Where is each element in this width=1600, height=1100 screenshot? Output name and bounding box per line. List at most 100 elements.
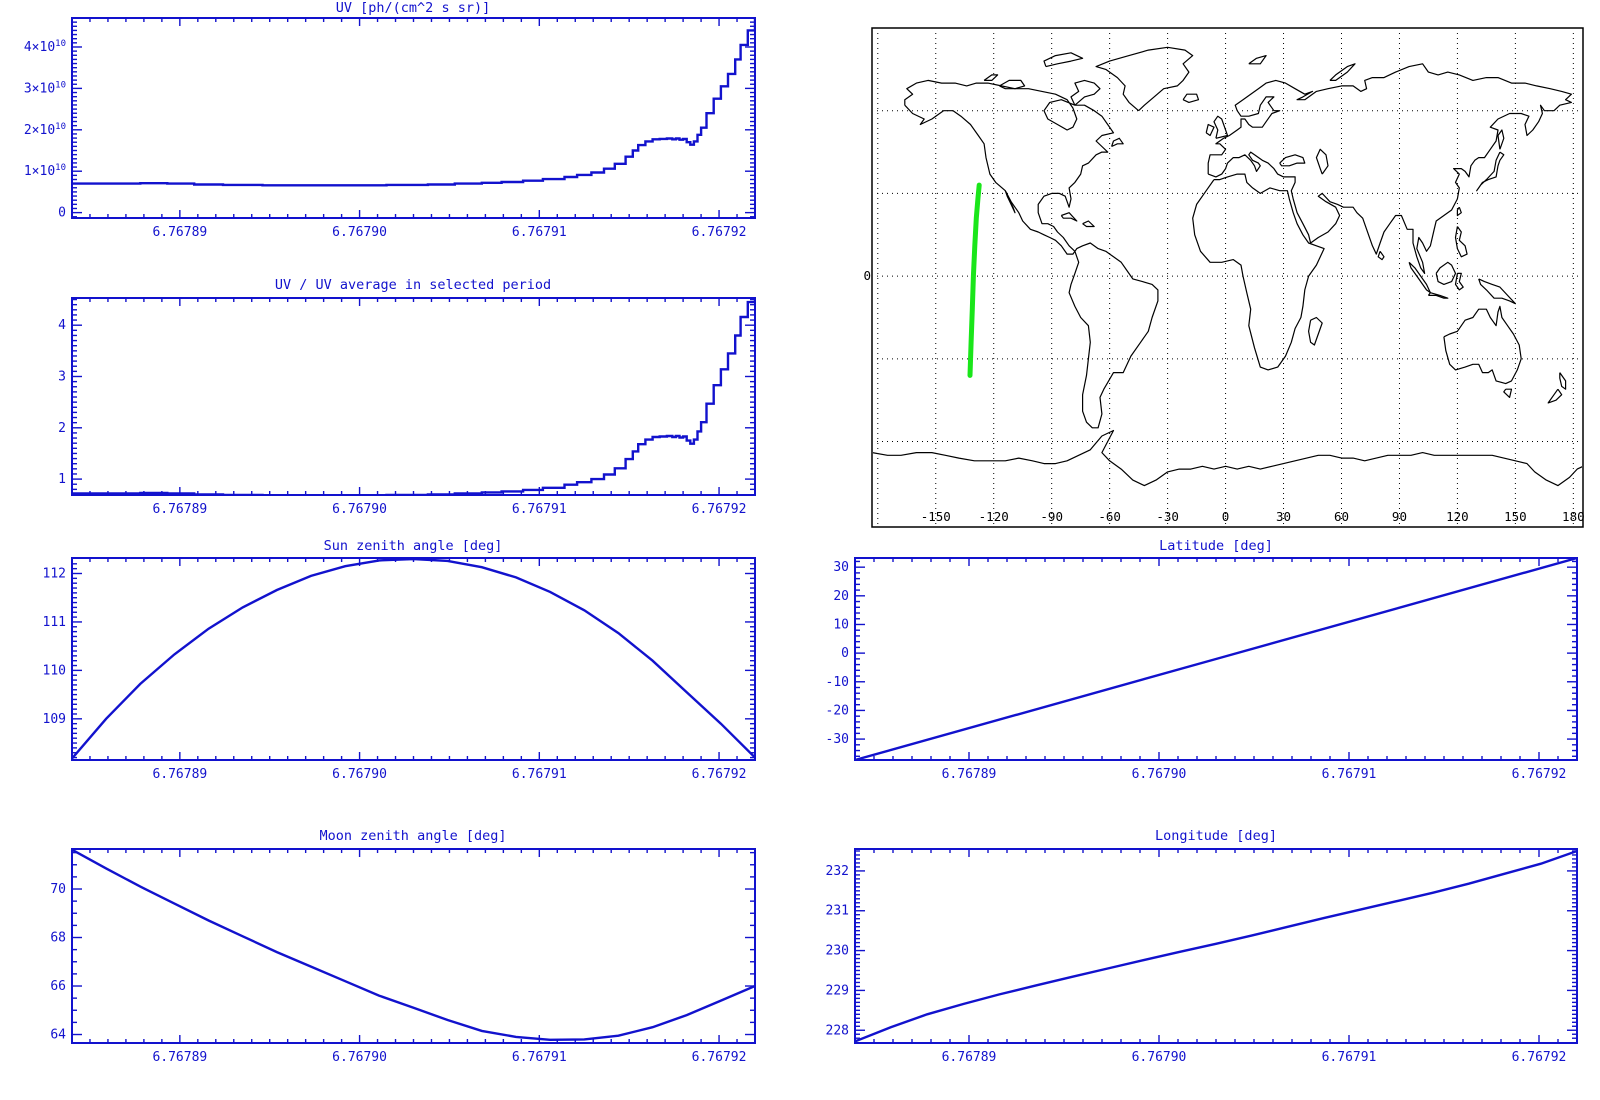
svg-text:64: 64 [50,1028,66,1043]
svg-text:66: 66 [50,979,66,994]
svg-text:0: 0 [58,206,66,221]
plot-uv: 6.76789 6.76790 6.76791 6.76792 0 1×1010 2×101… [24,17,756,240]
svg-text:112: 112 [43,567,66,582]
axis-tick-labels: 6.76789 6.76790 6.76791 6.76792 64 66 68 70 [50,882,746,1065]
svg-text:231: 231 [826,904,849,919]
svg-text:6.76789: 6.76789 [942,767,997,782]
svg-text:109: 109 [43,712,66,727]
svg-text:30: 30 [833,560,849,575]
svg-text:1: 1 [58,472,66,487]
svg-text:6.76789: 6.76789 [152,767,207,782]
svg-text:150: 150 [1504,509,1527,524]
svg-text:-10: -10 [826,675,849,690]
svg-text:2: 2 [58,421,66,436]
svg-text:3: 3 [58,369,66,384]
series-line [73,850,754,1042]
svg-text:4×1010: 4×1010 [24,39,66,55]
svg-text:6.76790: 6.76790 [332,1050,387,1065]
axis-ticks [855,849,1577,1043]
svg-text:6.76792: 6.76792 [1512,1050,1567,1065]
svg-text:-30: -30 [1156,509,1179,524]
plot-frame [71,297,756,496]
svg-text:6.76792: 6.76792 [692,502,747,517]
svg-text:6.76792: 6.76792 [692,1050,747,1065]
axis-ticks [72,18,755,218]
plot-frame [71,17,756,219]
svg-text:0: 0 [1222,509,1230,524]
svg-text:180: 180 [1562,509,1585,524]
svg-text:-120: -120 [979,509,1009,524]
svg-text:229: 229 [826,983,849,998]
map-equator-label: 0 [863,268,871,283]
svg-text:70: 70 [50,882,66,897]
axis-ticks [72,849,755,1043]
svg-text:6.76790: 6.76790 [332,502,387,517]
axis-ticks [855,558,1577,760]
series-line [73,559,754,759]
ground-track [967,182,982,378]
svg-text:110: 110 [43,663,66,678]
svg-text:68: 68 [50,931,66,946]
plot-frame [71,557,756,761]
axis-ticks [72,558,755,760]
svg-text:-150: -150 [921,509,951,524]
svg-text:6.76791: 6.76791 [1322,767,1377,782]
svg-text:6.76791: 6.76791 [512,502,567,517]
series-line [856,559,1576,759]
svg-text:20: 20 [833,589,849,604]
svg-text:6.76790: 6.76790 [1132,767,1187,782]
svg-text:4: 4 [58,318,66,333]
svg-text:6.76792: 6.76792 [692,767,747,782]
axis-tick-labels: 6.76789 6.76790 6.76791 6.76792 -30 -20 -10 0 10… [826,560,1567,782]
svg-text:6.76792: 6.76792 [1512,767,1567,782]
moon-zenith-plot-title: Moon zenith angle [deg] [320,828,507,844]
svg-text:6.76789: 6.76789 [152,502,207,517]
map-coastlines [873,46,1582,487]
svg-text:0: 0 [841,646,849,661]
plot-longitude: 6.76789 6.76790 6.76791 6.76792 228 229 230 231… [826,848,1578,1065]
uv-ratio-plot-title: UV / UV average in selected period [275,277,551,293]
axis-tick-labels: 6.76789 6.76790 6.76791 6.76792 228 229 230 231… [826,864,1567,1065]
svg-text:90: 90 [1392,509,1407,524]
svg-text:6.76789: 6.76789 [152,225,207,240]
svg-text:6.76790: 6.76790 [1132,1050,1187,1065]
axis-tick-labels: 6.76789 6.76790 6.76791 6.76792 0 1×1010 2×101… [24,39,747,240]
plot-frame [854,848,1578,1044]
svg-text:6.76789: 6.76789 [942,1050,997,1065]
map-graticule [873,29,1582,526]
uv-plot-title: UV [ph/(cm^2 s sr)] [336,0,490,16]
svg-text:228: 228 [826,1023,849,1038]
svg-text:1×1010: 1×1010 [24,163,66,179]
map-frame [871,27,1584,528]
svg-text:3×1010: 3×1010 [24,80,66,96]
svg-text:30: 30 [1276,509,1291,524]
plot-frame [71,848,756,1044]
svg-text:232: 232 [826,864,849,879]
svg-text:60: 60 [1334,509,1349,524]
axis-tick-labels: 6.76789 6.76790 6.76791 6.76792 109 110 111 112 [43,567,747,782]
svg-text:6.76791: 6.76791 [512,767,567,782]
svg-text:10: 10 [833,617,849,632]
svg-text:-60: -60 [1098,509,1121,524]
map-lon-labels: -150 -120 -90 -60 -30 0 30 60 90 120 150 180 [921,509,1585,524]
series-line [856,850,1576,1042]
plot-sun: 6.76789 6.76790 6.76791 6.76792 109 110 111 112 [43,557,756,782]
svg-text:6.76791: 6.76791 [512,225,567,240]
svg-text:6.76790: 6.76790 [332,225,387,240]
svg-text:120: 120 [1446,509,1469,524]
series-line [73,19,754,187]
sun-zenith-plot-title: Sun zenith angle [deg] [324,538,503,554]
svg-text:2×1010: 2×1010 [24,122,66,138]
plot-ratio: 6.76789 6.76790 6.76791 6.76792 1 2 3 4 [58,297,756,517]
axis-ticks [72,298,755,495]
series-line [73,299,754,494]
plot-latitude: 6.76789 6.76790 6.76791 6.76792 -30 -20 -10 0 10… [826,557,1578,782]
svg-text:-30: -30 [826,732,849,747]
svg-text:6.76790: 6.76790 [332,767,387,782]
world-map: -150 -120 -90 -60 -30 0 30 60 90 120 150 180 0 [863,27,1585,528]
plot-moon: 6.76789 6.76790 6.76791 6.76792 64 66 68 70 [50,848,756,1065]
latitude-plot-title: Latitude [deg] [1159,538,1273,554]
svg-text:-20: -20 [826,703,849,718]
